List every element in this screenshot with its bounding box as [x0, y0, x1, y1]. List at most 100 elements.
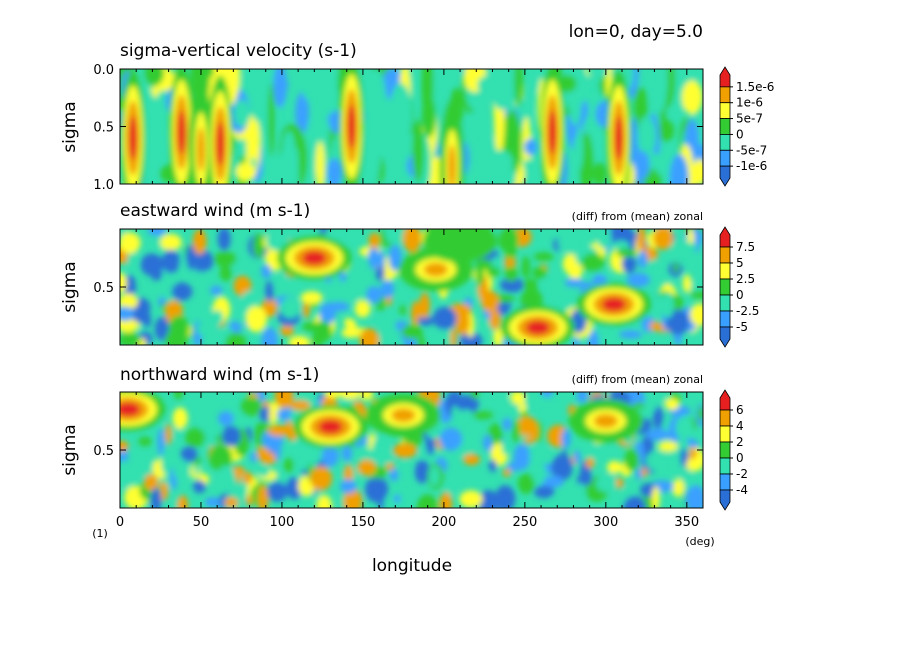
colorbar-segment [719, 262, 731, 280]
contour-patch [459, 490, 483, 508]
contour-patch [649, 321, 661, 332]
contour-patch [421, 95, 436, 138]
contour-patch [240, 397, 263, 417]
contour-patch [588, 329, 600, 345]
contour-patch [471, 411, 494, 420]
contour-patch [168, 315, 190, 342]
contour-patch [211, 310, 224, 326]
contour-patch [651, 69, 663, 113]
contour-patch [208, 444, 233, 472]
contour-patch [246, 114, 261, 175]
contour-patch [340, 479, 357, 494]
contour-patch [196, 321, 218, 337]
data-feature [448, 144, 456, 184]
data-feature [197, 127, 205, 172]
contour-patch [245, 305, 267, 333]
contour-patch [624, 448, 640, 472]
contour-patch [393, 494, 401, 504]
contour-patch [565, 229, 581, 256]
y-tick-label: 0.5 [93, 281, 114, 296]
contour-patch [310, 466, 332, 491]
contour-patch [173, 459, 190, 482]
contour-patch [557, 232, 571, 253]
contour-patch [480, 290, 499, 313]
contour-patch [473, 103, 481, 127]
contour-patch [637, 250, 648, 269]
colorbar-tick-label: 1.5e-6 [736, 80, 774, 94]
contour-patch [343, 488, 363, 508]
contour-patch [304, 441, 322, 466]
contour-patch [411, 300, 421, 327]
contour-patch [633, 86, 648, 126]
colorbar-tick-label: 5e-7 [736, 112, 763, 126]
data-feature [216, 121, 225, 166]
contour-patch [150, 487, 162, 508]
contour-patch [289, 400, 311, 411]
panel-3-colorbar: 6 4 2 0 -2 -4 [719, 389, 748, 511]
contour-patch [488, 459, 497, 472]
colorbar-tick-label: -2.5 [736, 304, 759, 318]
contour-patch [160, 233, 182, 251]
contour-patch [475, 261, 484, 286]
contour-patch [534, 486, 555, 499]
contour-patch [532, 266, 547, 280]
contour-patch [612, 240, 630, 251]
contour-patch [523, 278, 538, 291]
colorbar-segment [719, 409, 731, 427]
contour-patch [271, 273, 288, 294]
panel-2-heatmap [120, 229, 703, 345]
contour-patch [496, 392, 509, 406]
contour-patch [204, 497, 221, 508]
contour-patch [652, 406, 664, 430]
contour-patch [533, 252, 554, 262]
contour-patch [288, 335, 311, 345]
contour-patch [663, 464, 684, 474]
contour-patch [368, 76, 382, 102]
contour-patch [585, 457, 595, 469]
contour-patch [380, 279, 395, 299]
contour-patch [234, 99, 250, 128]
contour-patch [218, 411, 234, 426]
contour-patch [637, 229, 646, 253]
contour-patch [267, 481, 288, 502]
contour-patch [338, 392, 361, 400]
contour-patch [283, 457, 294, 473]
data-feature [448, 233, 473, 248]
contour-patch [646, 450, 670, 472]
contour-patch [316, 494, 332, 508]
panel-1-ylabel: sigma [60, 101, 80, 152]
contour-patch [393, 443, 417, 459]
panel-2-title: eastward wind (m s-1) [120, 201, 310, 221]
data-feature [318, 419, 343, 434]
contour-patch [540, 276, 556, 293]
contour-patch [315, 140, 325, 184]
contour-patch [635, 467, 642, 480]
contour-patch [250, 69, 263, 122]
colorbar-tick-label: -2 [736, 467, 748, 481]
contour-patch [477, 75, 499, 95]
x-tick-label: 350 [674, 515, 699, 530]
contour-patch [502, 417, 512, 431]
contour-patch [635, 151, 650, 179]
colorbar-tick-label: 0 [736, 288, 744, 302]
contour-patch [274, 392, 294, 409]
contour-patch [172, 407, 188, 430]
contour-patch [500, 277, 525, 293]
colorbar-segment [719, 389, 731, 411]
y-tick-label: 0.0 [93, 63, 114, 78]
contour-patch [551, 454, 573, 481]
contour-patch [414, 460, 430, 484]
contour-patch [517, 473, 535, 494]
contour-patch [302, 299, 310, 319]
data-feature [177, 110, 186, 155]
contour-patch [357, 459, 377, 476]
contour-patch [576, 125, 584, 170]
contour-patch [120, 232, 141, 254]
contour-patch [165, 423, 172, 445]
contour-patch [437, 325, 453, 345]
contour-patch [252, 233, 265, 258]
contour-patch [280, 296, 301, 319]
contour-patch [313, 320, 332, 343]
panel-2-subtitle: (diff) from (mean) zonal [572, 210, 703, 223]
contour-patch [429, 466, 440, 487]
